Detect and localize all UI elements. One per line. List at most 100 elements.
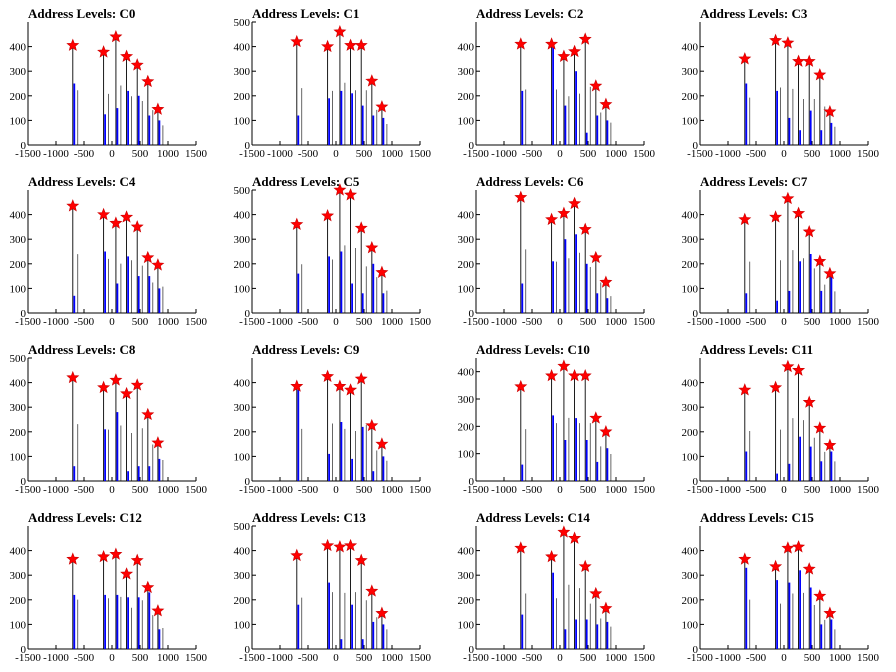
level-star-marker	[66, 199, 80, 212]
level-star-marker	[333, 540, 347, 553]
histogram-bar	[830, 451, 833, 481]
histogram-bar	[596, 115, 599, 145]
histogram-bar	[788, 290, 791, 313]
histogram-bar	[606, 448, 609, 481]
level-star-marker	[354, 372, 368, 385]
level-star-marker	[109, 29, 123, 43]
chart-svg: 0 100 200 300 400 -1500 -1000 -500 0 500 1000 1500	[682, 190, 880, 328]
histogram-bar	[564, 440, 567, 481]
x-tick-label: -500	[746, 652, 767, 664]
histogram-bar	[73, 295, 76, 313]
chart-panel-c9: 0 100 200 300 400 -1500 -1000 -500 0 500 1000 1500 A…	[224, 336, 448, 504]
x-tick-label: 500	[356, 316, 373, 328]
level-star-marker	[589, 250, 603, 264]
x-tick-label: -1000	[715, 148, 741, 160]
level-star-marker	[545, 212, 559, 226]
level-star-marker	[97, 207, 111, 221]
x-tick-label: 1000	[381, 484, 404, 496]
level-star-marker	[568, 368, 582, 382]
level-star-marker	[813, 68, 827, 81]
histogram-bar	[297, 390, 300, 481]
x-tick-label: 0	[109, 148, 115, 160]
x-tick-label: 0	[109, 316, 115, 328]
level-star-marker	[781, 36, 795, 49]
x-tick-label: 1500	[409, 148, 432, 160]
level-star-marker	[557, 525, 571, 538]
histogram-bar	[340, 422, 343, 481]
histogram-bar	[148, 276, 151, 313]
level-star-marker	[120, 49, 134, 62]
level-star-marker	[599, 601, 613, 614]
histogram-bar	[73, 466, 76, 481]
x-tick-label: 500	[580, 652, 597, 664]
y-tick-label: 100	[682, 115, 699, 127]
y-tick-label: 300	[234, 234, 251, 246]
histogram-bar	[575, 234, 577, 313]
level-star-marker	[781, 359, 795, 373]
histogram-bar	[585, 619, 588, 649]
x-tick-label: 500	[580, 316, 597, 328]
chart-title: Address Levels: C8	[28, 342, 136, 357]
level-star-marker	[578, 32, 592, 45]
y-tick-label: 0	[245, 644, 251, 656]
x-tick-label: 500	[132, 148, 149, 160]
level-star-marker	[344, 383, 358, 396]
y-tick-label: 100	[458, 115, 475, 127]
y-tick-label: 400	[234, 546, 251, 558]
x-tick-label: -1000	[43, 148, 69, 160]
y-tick-label: 200	[458, 91, 475, 103]
level-star-marker	[578, 368, 592, 382]
level-star-marker	[802, 54, 816, 67]
x-tick-label: 1500	[185, 652, 208, 664]
y-tick-label: 300	[458, 394, 475, 406]
x-tick-label: 500	[804, 148, 821, 160]
x-tick-label: -1000	[491, 652, 517, 664]
x-tick-label: -1500	[687, 316, 713, 328]
chart-panel-c12: 0 100 200 300 400 -1500 -1000 -500 0 500 1000 1500 A…	[0, 504, 224, 672]
y-tick-label: 100	[458, 619, 475, 631]
histogram-bar	[745, 567, 748, 649]
y-tick-label: 300	[10, 570, 27, 582]
x-tick-label: 500	[356, 148, 373, 160]
level-star-marker	[545, 368, 559, 382]
histogram-bar	[297, 273, 300, 313]
histogram-bar	[158, 288, 161, 313]
histogram-bar	[521, 464, 524, 481]
histogram-bar	[776, 90, 778, 145]
chart-panel-c7: 0 100 200 300 400 -1500 -1000 -500 0 500 1000 1500 A…	[672, 168, 896, 336]
y-tick-label: 400	[234, 210, 251, 222]
histogram-bar	[585, 440, 588, 481]
histogram-bar	[104, 114, 106, 146]
chart-title: Address Levels: C2	[476, 6, 584, 21]
histogram-bar	[297, 604, 300, 649]
level-star-marker	[802, 224, 816, 238]
x-tick-label: 0	[557, 484, 563, 496]
histogram-bar	[788, 463, 791, 481]
level-star-marker	[109, 373, 123, 386]
x-tick-label: -1000	[267, 148, 293, 160]
level-star-marker	[333, 183, 347, 196]
histogram-bar	[340, 90, 343, 145]
histogram-bar	[585, 263, 588, 313]
histogram-bar	[799, 570, 801, 649]
level-star-marker	[290, 34, 304, 48]
level-star-marker	[321, 39, 335, 53]
level-star-marker	[151, 258, 165, 271]
y-tick-label: 200	[682, 427, 699, 439]
chart-panel-c15: 0 100 200 300 400 -1500 -1000 -500 0 500 1000 1500 A…	[672, 504, 896, 672]
level-star-marker	[589, 79, 603, 92]
y-tick-label: 200	[234, 91, 251, 103]
level-star-marker	[151, 102, 165, 115]
level-star-marker	[792, 540, 806, 553]
y-tick-label: 0	[693, 308, 699, 320]
histogram-bar	[372, 621, 375, 649]
x-tick-label: -1500	[463, 148, 489, 160]
histogram-bar	[137, 276, 140, 313]
x-tick-label: 1000	[605, 148, 628, 160]
x-tick-label: 1000	[157, 484, 180, 496]
y-tick-label: 100	[10, 619, 27, 631]
chart-title: Address Levels: C12	[28, 510, 142, 525]
chart-svg: 0 100 200 300 400 -1500 -1000 -500 0 500 1000 1500	[458, 525, 656, 664]
x-tick-label: 1000	[381, 652, 404, 664]
x-tick-label: -1000	[491, 148, 517, 160]
